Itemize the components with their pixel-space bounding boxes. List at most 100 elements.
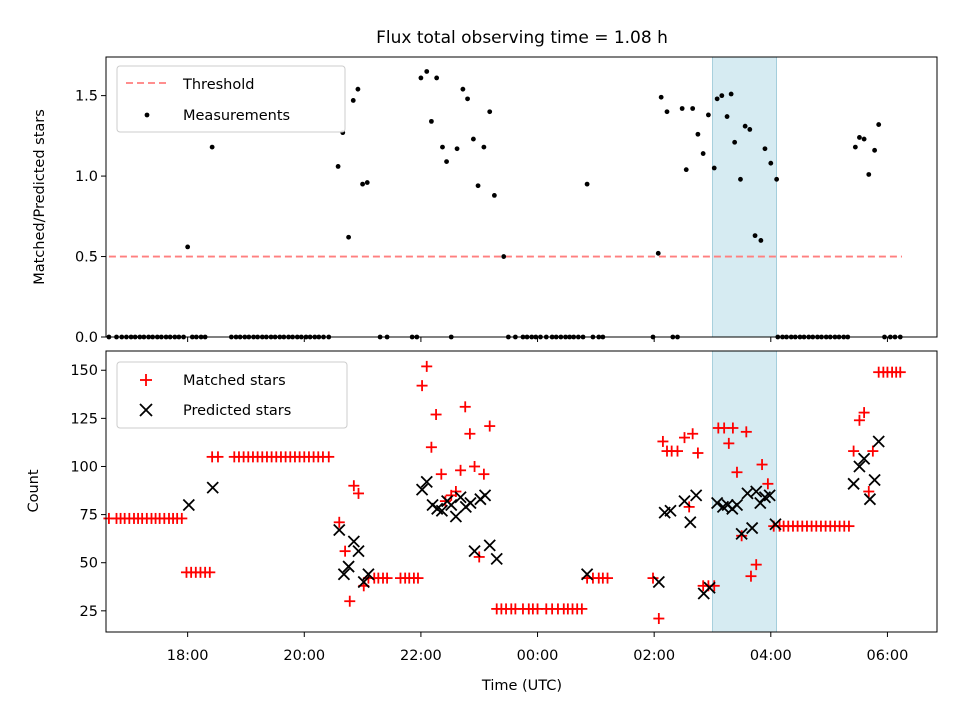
measurement-point xyxy=(876,122,882,127)
bottom-x-ticks: 18:00 20:00 22:00 00:00 02:00 04:00 06:00 xyxy=(167,632,909,664)
measurement-point xyxy=(679,106,685,111)
measurement-point xyxy=(655,250,661,256)
predicted-star-point xyxy=(445,498,458,512)
bottom-panel: 25 50 75 100 125 150 18:00 20:00 22:00 00:00 02:0… xyxy=(26,350,938,694)
predicted-star-point xyxy=(415,483,429,496)
legend-matched-label: Matched stars xyxy=(183,373,286,389)
measurement-point xyxy=(470,136,476,142)
predicted-star-point xyxy=(678,494,691,508)
predicted-star-point xyxy=(690,489,703,502)
y-tick-label: 125 xyxy=(70,411,98,427)
measurement-point xyxy=(700,151,706,156)
predicted-star-point xyxy=(468,545,481,558)
predicted-star-point xyxy=(863,493,877,506)
matched-star-point xyxy=(416,380,428,392)
measurement-point xyxy=(360,181,365,187)
predicted-star-point xyxy=(769,518,782,531)
matched-star-point xyxy=(421,360,433,372)
matched-star-point xyxy=(756,459,768,471)
predicted-star-point xyxy=(337,568,351,581)
matched-star-point xyxy=(455,464,467,476)
predicted-star-point xyxy=(464,496,477,510)
predicted-star-point xyxy=(872,435,885,448)
measurement-point xyxy=(690,106,696,111)
matched-star-point xyxy=(439,495,451,507)
chart-title: Flux total observing time = 1.08 h xyxy=(376,28,668,48)
measurement-point xyxy=(762,146,768,152)
matched-star-point xyxy=(412,572,424,584)
predicted-star-point xyxy=(182,498,195,512)
measurement-point xyxy=(732,139,738,145)
predicted-star-point xyxy=(868,473,881,487)
measurement-point xyxy=(350,98,356,103)
measurement-point xyxy=(465,96,470,102)
x-tick-label: 00:00 xyxy=(517,648,559,664)
matched-star-point xyxy=(478,468,490,480)
matched-star-point xyxy=(740,426,752,438)
measurement-point xyxy=(752,233,758,239)
measurement-point xyxy=(683,167,689,173)
measurement-point xyxy=(364,180,370,185)
matched-star-point xyxy=(344,595,356,607)
bottom-axes-frame xyxy=(105,350,938,633)
matched-stars-points xyxy=(103,360,906,625)
matched-star-point xyxy=(863,486,875,497)
matched-star-point xyxy=(353,487,365,499)
x-tick-label: 20:00 xyxy=(283,648,325,664)
predicted-star-point xyxy=(362,568,375,581)
predicted-star-point xyxy=(483,539,496,552)
predicted-star-point xyxy=(454,491,467,504)
measurement-point xyxy=(335,164,341,169)
measurement-point xyxy=(747,127,753,132)
matched-star-point xyxy=(204,566,216,578)
measurement-point xyxy=(711,165,717,171)
measurement-point xyxy=(346,234,351,240)
measurement-point xyxy=(424,69,430,74)
predicted-star-point xyxy=(420,475,433,489)
top-axes-frame xyxy=(105,56,938,338)
matched-star-point xyxy=(459,401,471,413)
matched-star-point xyxy=(653,613,665,625)
predicted-star-point xyxy=(730,498,744,512)
measurement-point xyxy=(852,144,858,150)
measurement-point xyxy=(706,112,711,118)
measurement-point xyxy=(481,144,487,150)
y-tick-label: 100 xyxy=(70,459,98,475)
x-tick-label: 06:00 xyxy=(867,648,909,664)
measurement-point xyxy=(209,144,215,150)
y-tick-label: 0.5 xyxy=(75,250,98,266)
matched-star-point xyxy=(687,428,699,440)
measurement-point xyxy=(866,172,872,177)
top-x-ticks xyxy=(187,337,888,342)
matched-star-point xyxy=(348,480,360,492)
matched-star-point xyxy=(731,466,743,478)
measurement-point xyxy=(738,176,743,182)
predicted-star-point xyxy=(847,477,860,490)
matched-star-point xyxy=(339,545,351,557)
measurement-point xyxy=(872,147,878,153)
measurement-point xyxy=(861,136,867,142)
matched-star-point xyxy=(425,441,437,453)
x-tick-label: 18:00 xyxy=(167,648,209,664)
measurement-point xyxy=(719,93,725,99)
predicted-star-point xyxy=(763,489,776,502)
top-panel: 0.0 0.5 1.0 1.5 Matched/Predicted stars Thr… xyxy=(32,56,938,346)
matched-star-point xyxy=(484,420,496,432)
matched-star-point xyxy=(576,603,588,615)
measurement-point xyxy=(440,144,445,150)
matched-star-point xyxy=(692,447,704,459)
measurement-point xyxy=(724,114,730,119)
top-y-ticks: 0.0 0.5 1.0 1.5 xyxy=(75,89,106,346)
measurement-point xyxy=(857,135,862,140)
predicted-stars-points xyxy=(182,435,885,600)
bottom-legend: Matched stars Predicted stars xyxy=(116,361,348,429)
y-tick-label: 150 xyxy=(70,363,98,379)
predicted-star-point xyxy=(711,496,724,510)
measurement-point xyxy=(487,109,493,115)
predicted-star-point xyxy=(703,581,716,594)
legend-measurements-swatch xyxy=(144,112,150,118)
matched-star-point xyxy=(430,409,442,421)
measurement-point xyxy=(185,244,191,250)
bottom-y-ticks: 25 50 75 100 125 150 xyxy=(70,363,106,620)
